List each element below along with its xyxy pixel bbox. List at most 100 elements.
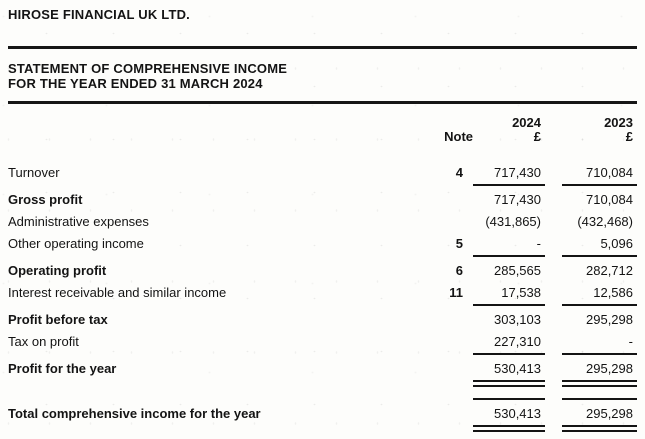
single-rule <box>473 398 545 403</box>
double-rule <box>473 380 545 387</box>
table-row: Turnover 4 717,430 710,084 <box>8 162 637 184</box>
row-value-2024: 303,103 <box>494 312 541 327</box>
row-note <box>403 309 473 331</box>
table-row: Other operating income 5 - 5,096 <box>8 233 637 255</box>
empty-cell <box>545 130 562 162</box>
row-value-2023: (432,468) <box>577 214 633 229</box>
row-note <box>403 211 473 233</box>
table-row: Gross profit 717,430 710,084 <box>8 189 637 211</box>
table-row: Interest receivable and similar income 11… <box>8 282 637 304</box>
rule-cell-2023 <box>562 398 637 403</box>
rule-cell-2024 <box>473 304 545 309</box>
row-value-2023: 710,084 <box>586 165 633 180</box>
rule-cell-2024 <box>473 398 545 403</box>
single-rule <box>562 304 637 309</box>
double-rule-row-below <box>8 425 637 435</box>
column-header-year-2024: 2024 <box>512 115 541 130</box>
empty-cell <box>8 130 403 162</box>
empty-cell <box>545 211 562 233</box>
row-value-2023: 282,712 <box>586 263 633 278</box>
rule-cell-2023 <box>562 353 637 358</box>
empty-cell <box>545 104 562 130</box>
row-value-2024: 717,430 <box>494 165 541 180</box>
column-header-year-2023: 2023 <box>604 115 633 130</box>
empty-cell <box>545 331 562 353</box>
empty-cell <box>8 380 473 390</box>
row-value-2024: 530,413 <box>494 361 541 376</box>
rule-cell-2024 <box>473 425 545 435</box>
row-value-2024: 227,310 <box>494 334 541 349</box>
empty-cell <box>8 104 403 130</box>
row-value-2023: 295,298 <box>586 312 633 327</box>
table-row: Administrative expenses (431,865) (432,468… <box>8 211 637 233</box>
row-value-2023: 295,298 <box>586 406 633 421</box>
empty-cell <box>545 403 562 425</box>
row-label: Profit for the year <box>8 361 117 376</box>
spacer-row <box>8 390 637 398</box>
row-label: Gross profit <box>8 192 83 207</box>
row-note: 4 <box>455 165 463 180</box>
row-value-2023: 710,084 <box>586 192 633 207</box>
double-rule <box>562 380 637 387</box>
statement-title-line2: FOR THE YEAR ENDED 31 MARCH 2024 <box>8 76 263 91</box>
single-rule <box>562 184 637 189</box>
empty-cell <box>8 425 473 435</box>
row-label: Other operating income <box>8 236 144 251</box>
empty-cell <box>545 282 562 304</box>
row-label: Profit before tax <box>8 312 108 327</box>
units-header-row: Note £ £ <box>8 130 637 162</box>
table-row: Operating profit 6 285,565 282,712 <box>8 260 637 282</box>
income-statement-table: 2024 2023 Note £ £ Turnover 4 717,430 710,0… <box>8 104 637 435</box>
single-rule <box>473 304 545 309</box>
single-rule <box>562 255 637 260</box>
empty-cell <box>545 260 562 282</box>
empty-cell <box>545 233 562 255</box>
company-name: HIROSE FINANCIAL UK LTD. <box>8 7 190 22</box>
rule-cell-2023 <box>562 304 637 309</box>
empty-cell <box>545 162 562 184</box>
row-note: 6 <box>455 263 463 278</box>
rule-cell-2023 <box>562 425 637 435</box>
single-rule-row-above <box>8 398 637 403</box>
row-value-2024: - <box>536 236 541 251</box>
rule-cell-2024 <box>473 255 545 260</box>
table-row: Total comprehensive income for the year 5… <box>8 403 637 425</box>
row-label: Turnover <box>8 165 60 180</box>
row-value-2023: - <box>628 334 633 349</box>
column-header-note: Note <box>444 129 473 144</box>
rule-cell-2023 <box>562 184 637 189</box>
single-rule <box>473 184 545 189</box>
table-row: Profit for the year 530,413 295,298 <box>8 358 637 380</box>
double-rule-row-below <box>8 380 637 390</box>
currency-symbol-2024: £ <box>533 129 541 144</box>
single-rule-row-below <box>8 184 637 189</box>
rule-cell-2023 <box>562 380 637 390</box>
header-divider-rule <box>8 101 637 104</box>
currency-symbol-2023: £ <box>625 129 633 144</box>
row-value-2023: 12,586 <box>593 285 633 300</box>
empty-cell <box>8 390 637 398</box>
empty-cell <box>403 104 473 130</box>
empty-cell <box>545 380 562 390</box>
rule-cell-2024 <box>473 184 545 189</box>
row-value-2024: (431,865) <box>485 214 541 229</box>
row-label: Operating profit <box>8 263 107 278</box>
empty-cell <box>545 189 562 211</box>
row-note: 11 <box>449 285 463 300</box>
single-rule <box>473 255 545 260</box>
rule-cell-2024 <box>473 353 545 358</box>
row-label: Total comprehensive income for the year <box>8 406 261 421</box>
row-label: Interest receivable and similar income <box>8 285 227 300</box>
single-rule-row-below <box>8 304 637 309</box>
empty-cell <box>545 309 562 331</box>
row-label: Administrative expenses <box>8 214 149 229</box>
single-rule <box>562 398 637 403</box>
row-note: 5 <box>455 236 463 251</box>
year-header-row: 2024 2023 <box>8 104 637 130</box>
table-row: Tax on profit 227,310 - <box>8 331 637 353</box>
row-note <box>403 403 473 425</box>
row-value-2024: 530,413 <box>494 406 541 421</box>
single-rule-row-below <box>8 353 637 358</box>
top-divider-rule <box>8 46 637 49</box>
